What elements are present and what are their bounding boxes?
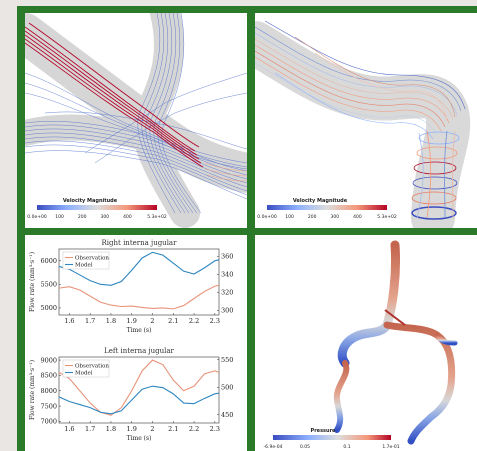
helical-swirl [411, 130, 460, 220]
streamlines-mixed [255, 20, 466, 140]
y-tick-label: 5500 [40, 281, 57, 289]
y2-tick-label: 360 [221, 252, 233, 260]
y2-tick-label: 500 [221, 383, 233, 391]
x-tick-label: 1.6 [64, 425, 74, 433]
colorbar-tick: 300 [331, 214, 340, 220]
y2-tick-label: 450 [221, 411, 233, 419]
x-tick-label: 1.7 [85, 425, 95, 433]
colorbar-tick: 300 [101, 214, 110, 220]
x-tick-label: 1.9 [127, 317, 137, 325]
chart-right-interna-jugular: Right interna jugular Time (s) Flow rate… [29, 239, 233, 334]
colorbar-tick: -6.9e-04 [264, 444, 283, 450]
streamline-render-left: Velocity Magnitude 0.0e+00 100 200 300 4… [25, 13, 247, 228]
x-tick-label: 1.8 [106, 317, 116, 325]
colorbar-tick: 200 [308, 214, 317, 220]
colorbar-velocity-left: Velocity Magnitude 0.0e+00 100 200 300 4… [27, 198, 167, 220]
y-tick-label: 7000 [40, 418, 57, 426]
colorbar-tick: 400 [353, 214, 362, 220]
colorbar-gradient [37, 205, 157, 210]
vessel-geometry [333, 240, 458, 445]
x-tick-label: 1.8 [106, 425, 116, 433]
colorbar-tick: 400 [123, 214, 132, 220]
legend-label-observation: Observation [75, 364, 109, 370]
colorbar-tick: 5.3e+02 [147, 214, 167, 220]
streamline-render-right: Velocity Magnitude 0.0e+00 100 200 300 4… [255, 20, 471, 228]
colorbar-title: Velocity Magnitude [63, 198, 118, 204]
plot-frame [58, 356, 220, 424]
plot-frame [58, 248, 220, 316]
y2-tick-label: 320 [221, 289, 233, 297]
y-tick-label: 7500 [40, 402, 57, 410]
legend-label-model: Model [75, 263, 93, 269]
colorbar-tick: 5.3e+02 [377, 214, 397, 220]
flow-rate-charts: Right interna jugular Time (s) Flow rate… [25, 235, 247, 451]
x-tick-label: 2 [150, 317, 154, 325]
legend-label-observation: Observation [75, 256, 109, 262]
streamlines-warm [204, 162, 247, 182]
x-tick-label: 2 [150, 425, 154, 433]
y2-tick-label: 550 [221, 356, 233, 364]
vessel-surface [25, 13, 247, 228]
colorbar-title: Velocity Magnitude [293, 198, 348, 204]
colorbar-velocity-right: Velocity Magnitude 0.0e+00 100 200 300 4… [257, 198, 397, 220]
colorbar-tick: 100 [285, 214, 294, 220]
colorbar-tick: 0.0e+00 [27, 214, 47, 220]
y2-tick-label: 340 [221, 271, 233, 279]
streamlines-blue [25, 13, 247, 214]
y-axis-label: Flow rate (mm³·s⁻¹) [29, 252, 36, 312]
colorbar-title: Pressure [311, 428, 336, 434]
legend-box [62, 359, 110, 378]
y-tick-label: 8000 [40, 387, 57, 395]
chart-title: Left interna jugular [104, 347, 174, 355]
colorbar-tick: 0.0e+00 [257, 214, 277, 220]
streamlines-red [25, 22, 204, 168]
pressure-render: Pressure -6.9e-04 0.05 0.1 1.7e-01 [264, 240, 458, 450]
x-tick-label: 2.3 [210, 317, 220, 325]
x-tick-label: 2.3 [210, 425, 220, 433]
x-tick-label: 1.7 [85, 317, 95, 325]
legend-label-model: Model [75, 371, 93, 377]
vessel-branch [384, 309, 406, 326]
series-line-observation [58, 359, 220, 416]
series-line-model [58, 385, 220, 415]
chart-left-interna-jugular: Left interna jugular Time (s) Flow rate … [29, 347, 233, 442]
x-tick-label: 2.2 [189, 425, 199, 433]
chart-title: Right interna jugular [102, 239, 178, 247]
pressure-view[interactable]: Pressure -6.9e-04 0.05 0.1 1.7e-01 [255, 235, 477, 451]
x-axis-label: Time (s) [127, 435, 152, 442]
x-tick-label: 2.2 [189, 317, 199, 325]
colorbar-tick: 1.7e-01 [382, 444, 399, 450]
y-tick-label: 5000 [40, 304, 57, 312]
y-tick-label: 8500 [40, 372, 57, 380]
x-tick-label: 2.1 [168, 425, 178, 433]
colorbar-tick: 0.05 [300, 444, 310, 450]
series-line-model [58, 251, 220, 286]
streamline-view-right[interactable]: Velocity Magnitude 0.0e+00 100 200 300 4… [255, 13, 477, 228]
streamline-view-left[interactable]: Velocity Magnitude 0.0e+00 100 200 300 4… [25, 13, 247, 228]
figure-frame: Velocity Magnitude 0.0e+00 100 200 300 4… [17, 6, 477, 451]
colorbar-tick: 0.1 [343, 444, 350, 450]
colorbar-gradient [267, 205, 387, 210]
vessel-surface [255, 21, 471, 228]
y2-tick-label: 300 [221, 307, 233, 315]
y-axis-label: Flow rate (mm³·s⁻¹) [29, 360, 36, 420]
legend-box [62, 251, 110, 270]
y-tick-label: 6000 [40, 257, 57, 265]
colorbar-pressure: Pressure -6.9e-04 0.05 0.1 1.7e-01 [264, 428, 400, 450]
y-tick-label: 9000 [40, 356, 57, 364]
x-tick-label: 2.1 [168, 317, 178, 325]
colorbar-tick: 200 [78, 214, 87, 220]
series-line-observation [58, 284, 220, 310]
x-tick-label: 1.6 [64, 317, 74, 325]
colorbar-gradient [273, 435, 391, 440]
colorbar-tick: 100 [55, 214, 64, 220]
flow-rate-charts-svg: Right interna jugular Time (s) Flow rate… [29, 239, 233, 442]
x-tick-label: 1.9 [127, 425, 137, 433]
x-axis-label: Time (s) [127, 327, 152, 334]
